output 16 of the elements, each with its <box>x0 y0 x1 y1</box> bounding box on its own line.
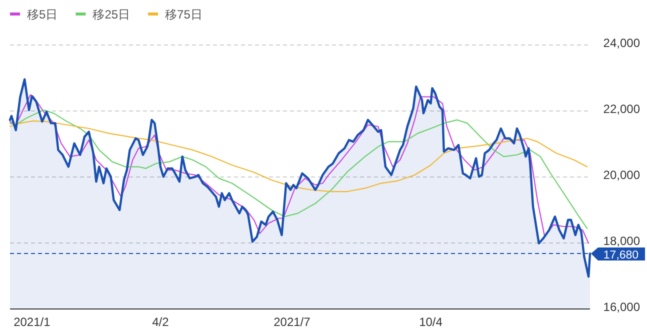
ref-line-label: 17,680 <box>603 250 639 262</box>
legend-label: 移75日 <box>165 8 202 22</box>
y-tick-label: 24,000 <box>603 36 640 50</box>
x-tick-label: 4/2 <box>152 315 170 329</box>
x-tick-label: 2021/1 <box>14 315 51 329</box>
x-tick-label: 2021/7 <box>274 315 311 329</box>
line-series <box>9 94 590 244</box>
legend-label: 移5日 <box>27 8 58 22</box>
y-tick-label: 16,000 <box>603 300 640 314</box>
line-series <box>9 120 588 192</box>
y-tick-label: 20,000 <box>603 168 640 182</box>
x-tick-label: 10/4 <box>419 315 443 329</box>
y-tick-label: 18,000 <box>603 234 640 248</box>
y-tick-label: 22,000 <box>603 102 640 116</box>
line-series <box>9 109 588 230</box>
legend-label: 移25日 <box>92 8 130 22</box>
